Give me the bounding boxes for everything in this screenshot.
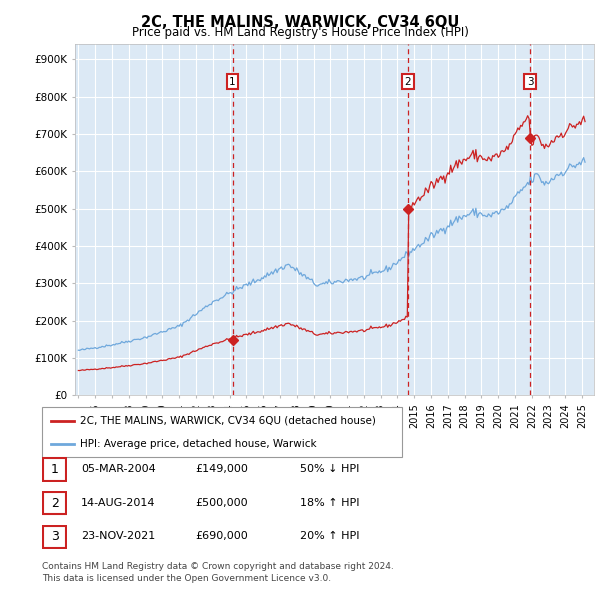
Text: 2: 2 (50, 497, 59, 510)
Text: Price paid vs. HM Land Registry's House Price Index (HPI): Price paid vs. HM Land Registry's House … (131, 26, 469, 39)
Text: 50% ↓ HPI: 50% ↓ HPI (300, 464, 359, 474)
Text: 14-AUG-2014: 14-AUG-2014 (81, 498, 155, 507)
Text: 3: 3 (50, 530, 59, 543)
Text: Contains HM Land Registry data © Crown copyright and database right 2024.
This d: Contains HM Land Registry data © Crown c… (42, 562, 394, 583)
Text: £500,000: £500,000 (195, 498, 248, 507)
FancyBboxPatch shape (43, 526, 66, 548)
Text: 23-NOV-2021: 23-NOV-2021 (81, 532, 155, 541)
Text: 05-MAR-2004: 05-MAR-2004 (81, 464, 156, 474)
Text: 2C, THE MALINS, WARWICK, CV34 6QU: 2C, THE MALINS, WARWICK, CV34 6QU (141, 15, 459, 30)
Text: 18% ↑ HPI: 18% ↑ HPI (300, 498, 359, 507)
Text: 1: 1 (50, 463, 59, 476)
Text: £690,000: £690,000 (195, 532, 248, 541)
Text: 2C, THE MALINS, WARWICK, CV34 6QU (detached house): 2C, THE MALINS, WARWICK, CV34 6QU (detac… (80, 415, 376, 425)
Text: £149,000: £149,000 (195, 464, 248, 474)
Text: HPI: Average price, detached house, Warwick: HPI: Average price, detached house, Warw… (80, 439, 316, 449)
FancyBboxPatch shape (42, 407, 402, 457)
FancyBboxPatch shape (43, 492, 66, 514)
Text: 2: 2 (404, 77, 411, 87)
FancyBboxPatch shape (43, 458, 66, 481)
Text: 20% ↑ HPI: 20% ↑ HPI (300, 532, 359, 541)
Text: 3: 3 (527, 77, 533, 87)
Text: 1: 1 (229, 77, 236, 87)
